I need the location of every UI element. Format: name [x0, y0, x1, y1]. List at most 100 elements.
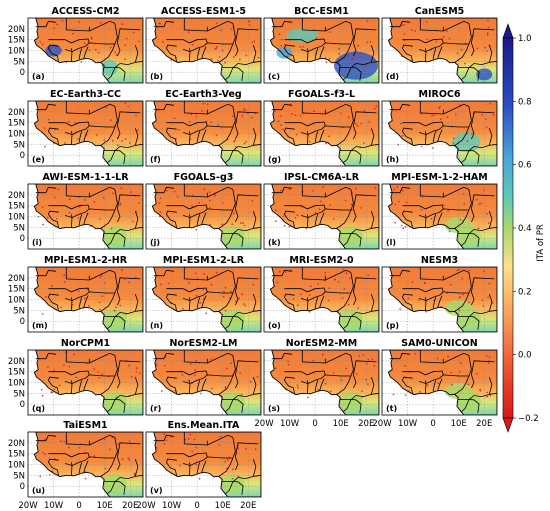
- significance-dot: [208, 199, 211, 202]
- country-border: [232, 437, 236, 459]
- country-border: [48, 38, 90, 44]
- country-border: [114, 23, 118, 45]
- significance-dot: [132, 31, 135, 34]
- significance-dot: [256, 375, 259, 378]
- country-border: [119, 150, 126, 164]
- significance-dot: [291, 113, 293, 115]
- significance-dot: [487, 362, 490, 364]
- country-border: [119, 399, 126, 413]
- significance-dot: [39, 41, 42, 44]
- country-border: [189, 48, 191, 62]
- significance-dot: [360, 122, 362, 125]
- significance-dot: [139, 372, 141, 375]
- country-border: [437, 46, 443, 59]
- significance-dot: [355, 373, 358, 375]
- panel-tag: (q): [32, 404, 45, 413]
- panel-title: ACCESS-CM2: [51, 6, 119, 17]
- significance-dot: [199, 301, 202, 304]
- significance-dot: [210, 121, 213, 123]
- significance-dot: [245, 140, 248, 143]
- significance-dot: [84, 477, 87, 480]
- significance-dot: [224, 309, 227, 312]
- panel-tag: (m): [32, 321, 48, 330]
- country-border: [401, 210, 414, 229]
- y-tick-label: 15N: [8, 202, 25, 212]
- significance-dot: [42, 223, 44, 226]
- country-border: [114, 189, 118, 211]
- significance-dot: [275, 367, 277, 370]
- significance-dot: [468, 301, 470, 304]
- significance-dot: [237, 475, 240, 478]
- value-patch: [444, 217, 473, 234]
- significance-dot: [251, 200, 254, 202]
- significance-dot: [160, 390, 163, 392]
- significance-dot: [128, 281, 130, 284]
- significance-dot: [351, 58, 354, 60]
- value-patch: [444, 300, 473, 317]
- coastline: [151, 267, 261, 332]
- significance-dot: [225, 367, 228, 370]
- significance-dot: [127, 105, 129, 108]
- country-border: [352, 28, 377, 57]
- significance-dot: [367, 383, 369, 385]
- panel-title: SAM0-UNICON: [401, 338, 477, 349]
- significance-dot: [173, 190, 176, 193]
- significance-dot: [88, 305, 90, 307]
- country-border: [207, 20, 234, 32]
- country-border: [389, 186, 411, 194]
- significance-dot: [426, 384, 429, 387]
- value-patch: [444, 383, 473, 400]
- country-border: [218, 457, 234, 477]
- significance-dot: [109, 448, 111, 451]
- country-border: [468, 106, 472, 128]
- country-border: [201, 378, 207, 391]
- country-border: [473, 67, 480, 81]
- significance-dot: [73, 353, 75, 356]
- significance-dot: [404, 394, 407, 396]
- significance-dot: [320, 200, 322, 203]
- significance-dot: [324, 382, 327, 385]
- y-tick-label: 5N: [13, 306, 25, 316]
- panel-title: Ens.Mean.ITA: [168, 420, 240, 431]
- country-border: [437, 212, 443, 225]
- significance-dot: [456, 269, 459, 272]
- country-border: [355, 233, 362, 247]
- significance-dot: [63, 364, 65, 367]
- coastline: [151, 350, 261, 415]
- significance-dot: [373, 107, 376, 110]
- significance-dot: [397, 143, 400, 146]
- significance-dot: [63, 274, 66, 276]
- country-border: [342, 60, 379, 81]
- country-border: [473, 233, 480, 247]
- country-border: [389, 103, 411, 111]
- significance-dot: [111, 139, 114, 142]
- significance-dot: [483, 189, 485, 192]
- country-border: [425, 131, 427, 145]
- significance-dot: [328, 135, 330, 138]
- significance-dot: [99, 22, 102, 24]
- panel-frame: [145, 431, 262, 498]
- significance-dot: [97, 51, 100, 54]
- map-panel: NESM3 (p): [381, 255, 498, 333]
- colorbar-tick-label: 0.6: [518, 161, 532, 171]
- country-border: [163, 18, 208, 32]
- y-tick-label: 5N: [13, 471, 25, 481]
- significance-dot: [121, 458, 124, 460]
- colorbar-tick-label: −0.2: [518, 414, 539, 424]
- value-patch: [102, 309, 127, 329]
- significance-dot: [489, 394, 492, 397]
- country-border: [189, 297, 191, 311]
- panel-title: MPI-ESM1-2-LR: [163, 255, 245, 266]
- significance-dot: [398, 200, 400, 203]
- significance-dot: [459, 218, 462, 221]
- country-border: [45, 350, 90, 364]
- country-border: [165, 127, 178, 146]
- significance-dot: [191, 450, 194, 453]
- significance-dot: [190, 113, 193, 116]
- significance-dot: [430, 217, 433, 220]
- significance-dot: [280, 38, 283, 41]
- country-border: [454, 126, 470, 146]
- country-border: [283, 127, 296, 146]
- country-border: [319, 212, 325, 225]
- significance-dot: [162, 41, 164, 43]
